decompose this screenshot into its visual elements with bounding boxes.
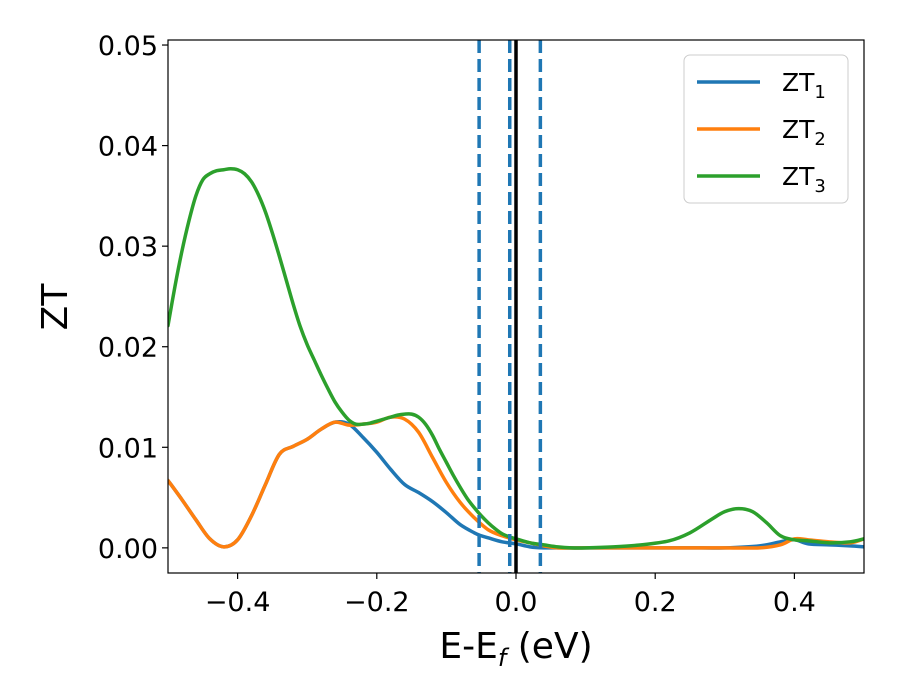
- x-tick-label: 0.2: [634, 587, 677, 618]
- series-line-zt3: [168, 166, 864, 550]
- axis-ticks-layer: −0.4 −0.2 0.0 0.2 0.4 0.00 0.01 0.02 0.03 0.04 0.0…: [98, 31, 816, 618]
- y-tick-label: 0.04: [98, 132, 158, 163]
- y-tick-label: 0.00: [98, 534, 158, 565]
- series-line-zt2: [168, 415, 864, 550]
- x-tick-label: 0.4: [773, 587, 816, 618]
- x-tick-label: −0.2: [344, 587, 410, 618]
- legend-label-zt3: ZT3: [782, 162, 826, 197]
- y-tick-label: 0.03: [98, 232, 158, 263]
- legend-label-zt1: ZT1: [782, 68, 826, 103]
- legend-box: [683, 54, 849, 204]
- y-tick-label: 0.02: [98, 333, 158, 364]
- y-tick-label: 0.05: [98, 31, 158, 62]
- x-tick-label: 0.0: [495, 587, 538, 618]
- y-axis-label: ZT: [35, 283, 76, 331]
- legend-label-zt2: ZT2: [782, 115, 826, 150]
- x-tick-label: −0.4: [205, 587, 271, 618]
- x-axis-label: E-Ef (eV): [439, 626, 592, 672]
- plot-lines-layer: [168, 40, 864, 573]
- legend: ZT1 ZT2 ZT3: [683, 54, 849, 204]
- y-tick-label: 0.01: [98, 433, 158, 464]
